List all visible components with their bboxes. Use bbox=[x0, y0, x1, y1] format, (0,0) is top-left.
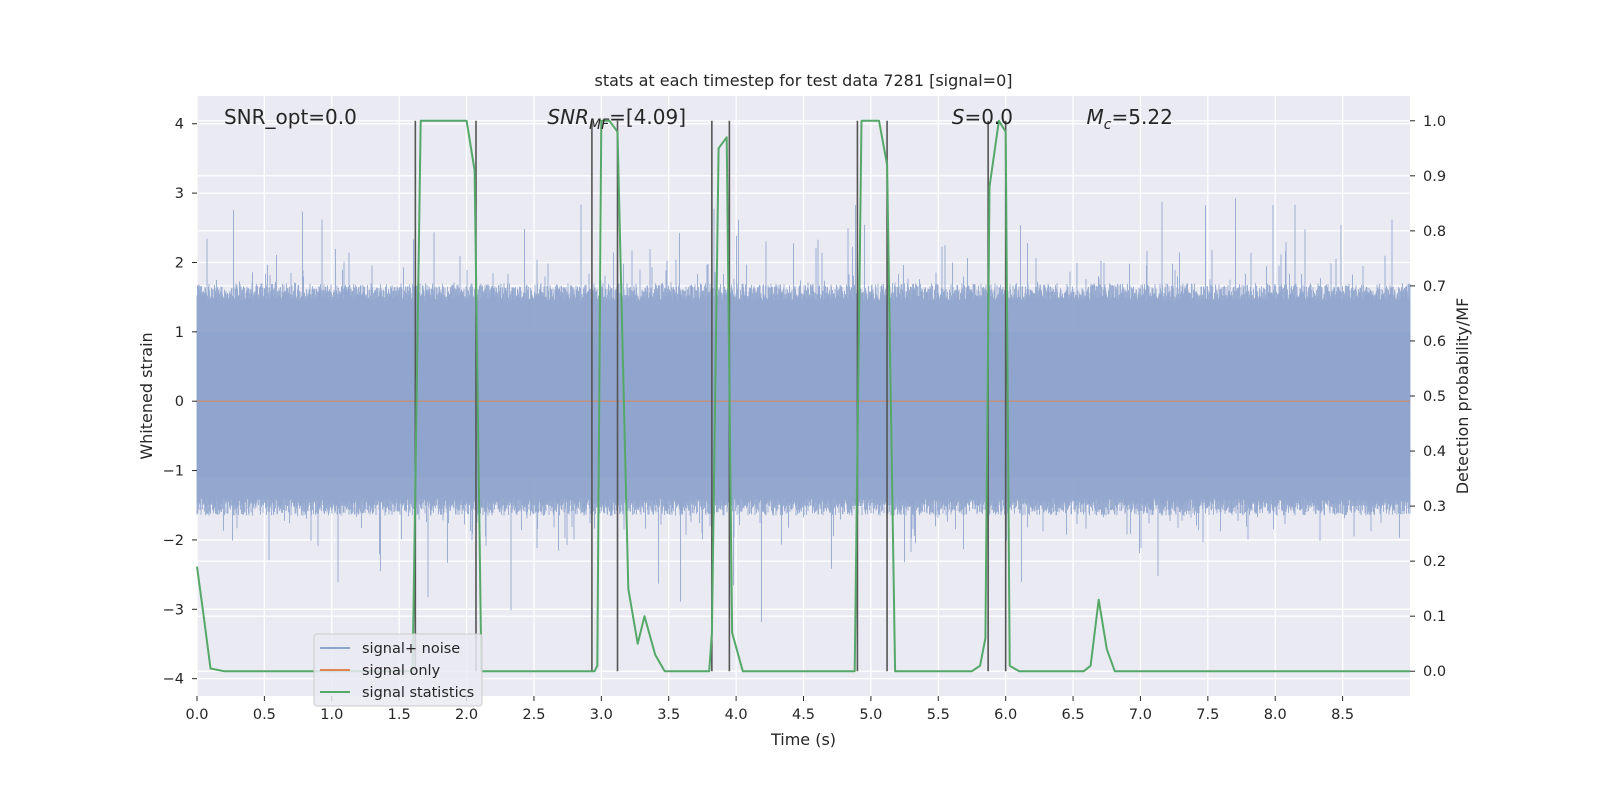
y-right-tick-label: 0.2 bbox=[1423, 554, 1446, 570]
y-tick-label: 2 bbox=[175, 255, 184, 271]
series-signal-statistics bbox=[196, 119, 1410, 673]
x-tick-label: 0.0 bbox=[185, 707, 208, 723]
axis-ticks: 0.0 0.5 1.0 1.5 2.0 2.5 3.0 3.5 4.0 4.5 5.0 5.5 6.0 6… bbox=[163, 114, 1446, 723]
x-tick-label: 5.0 bbox=[859, 707, 882, 723]
legend: signal+ noise signal only signal statistic… bbox=[313, 633, 483, 707]
y-right-tick-label: 0.8 bbox=[1423, 224, 1446, 240]
annotations: SNR_opt=0.0 SNRMF=[4.09] S=0.0 Mc=5.22 bbox=[224, 105, 1173, 133]
y-right-tick-label: 0.9 bbox=[1423, 169, 1446, 185]
y-right-tick-label: 0.6 bbox=[1423, 334, 1446, 350]
y-right-tick-label: 0.7 bbox=[1423, 279, 1446, 295]
annotation: S=0.0 bbox=[952, 105, 1013, 129]
y-right-tick-label: 0.5 bbox=[1423, 389, 1446, 405]
x-tick-label: 4.5 bbox=[792, 707, 815, 723]
x-tick-label: 4.0 bbox=[725, 707, 748, 723]
x-tick-label: 8.5 bbox=[1331, 707, 1354, 723]
series-signal-noise bbox=[196, 198, 1411, 622]
y-tick-label: −3 bbox=[163, 602, 184, 618]
legend-box bbox=[313, 633, 483, 707]
annotation: SNR_opt=0.0 bbox=[224, 105, 357, 129]
y-tick-label: −2 bbox=[163, 533, 184, 549]
y-right-tick-label: 0.3 bbox=[1423, 499, 1446, 515]
x-tick-label: 1.5 bbox=[388, 707, 411, 723]
legend-label: signal only bbox=[362, 663, 441, 679]
x-tick-label: 8.0 bbox=[1264, 707, 1287, 723]
y-tick-label: 1 bbox=[175, 325, 184, 341]
annotation: SNRMF=[4.09] bbox=[547, 105, 686, 133]
y-tick-label: −4 bbox=[163, 672, 184, 688]
chart-title: stats at each timestep for test data 728… bbox=[594, 71, 1012, 90]
y-right-tick-label: 1.0 bbox=[1423, 114, 1446, 130]
y-right-tick-label: 0.4 bbox=[1423, 444, 1446, 460]
x-tick-label: 2.5 bbox=[522, 707, 545, 723]
y-tick-label: 4 bbox=[175, 117, 184, 133]
x-tick-label: 7.5 bbox=[1196, 707, 1219, 723]
x-axis-label: Time (s) bbox=[770, 730, 836, 749]
x-tick-label: 6.5 bbox=[1062, 707, 1085, 723]
legend-label: signal statistics bbox=[362, 685, 474, 701]
x-tick-label: 2.0 bbox=[455, 707, 478, 723]
x-tick-label: 3.0 bbox=[590, 707, 613, 723]
y-right-tick-label: 0.0 bbox=[1423, 664, 1446, 680]
y-tick-label: 3 bbox=[175, 186, 184, 202]
legend-label: signal+ noise bbox=[362, 641, 460, 657]
x-tick-label: 0.5 bbox=[253, 707, 276, 723]
y-axis-right-label: Detection probability/MF bbox=[1453, 298, 1472, 495]
x-tick-label: 7.0 bbox=[1129, 707, 1152, 723]
x-tick-label: 5.5 bbox=[927, 707, 950, 723]
signal-statistics-line bbox=[196, 119, 1410, 673]
y-right-tick-label: 0.1 bbox=[1423, 609, 1446, 625]
y-tick-label: −1 bbox=[163, 464, 184, 480]
x-tick-label: 6.0 bbox=[994, 707, 1017, 723]
annotation: Mc=5.22 bbox=[1087, 105, 1173, 133]
y-tick-label: 0 bbox=[175, 394, 184, 410]
x-tick-label: 1.0 bbox=[320, 707, 343, 723]
x-tick-label: 3.5 bbox=[657, 707, 680, 723]
y-axis-label: Whitened strain bbox=[137, 332, 156, 459]
noise-core-band bbox=[197, 331, 1410, 478]
